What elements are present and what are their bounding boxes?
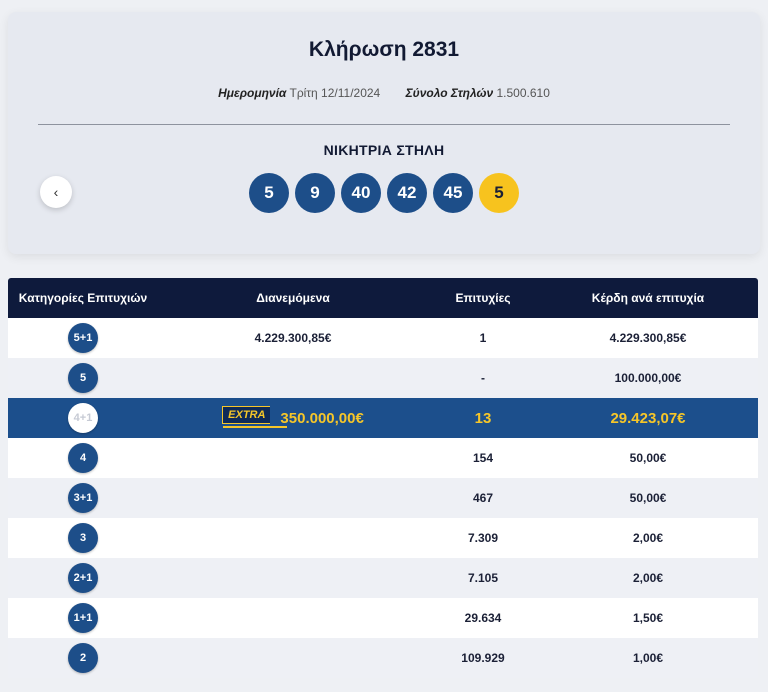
previous-draw-button[interactable]: ‹ (40, 176, 72, 208)
distributed-cell: EXTRA 350.000,00€ (158, 406, 428, 428)
table-row: 3+1 467 50,00€ (8, 478, 758, 518)
winners-cell: 7.309 (467, 531, 499, 545)
category-badge: 2+1 (68, 563, 98, 593)
date-label: Ημερομηνία (218, 86, 287, 100)
prize-cell: 4.229.300,85€ (609, 331, 687, 345)
prize-cell: 50,00€ (629, 451, 667, 465)
date-value: Τρίτη 12/11/2024 (289, 86, 381, 100)
number-ball: 45 (433, 173, 473, 213)
table-row: 1+1 29.634 1,50€ (8, 598, 758, 638)
category-badge: 5+1 (68, 323, 98, 353)
winners-cell: 13 (474, 409, 492, 427)
winners-cell: 29.634 (464, 611, 502, 625)
columns-label: Σύνολο Στηλών (405, 86, 494, 100)
header-categories: Κατηγορίες Επιτυχιών (18, 291, 148, 305)
prize-cell: 29.423,07€ (610, 409, 686, 427)
winners-cell: 7.105 (467, 571, 499, 585)
number-ball: 9 (295, 173, 335, 213)
table-row-highlighted: 4+1 EXTRA 350.000,00€ 13 29.423,07€ (8, 398, 758, 438)
joker-ball: 5 (479, 173, 519, 213)
winning-numbers: 5 9 40 42 45 5 (8, 173, 760, 213)
divider (38, 124, 730, 125)
winners-cell: 1 (479, 331, 487, 345)
distributed-value: 350.000,00€ (280, 409, 364, 427)
number-ball: 42 (387, 173, 427, 213)
columns-value: 1.500.610 (496, 86, 550, 100)
distributed-cell: 4.229.300,85€ (254, 331, 332, 345)
winners-cell: 109.929 (461, 651, 505, 665)
extra-badge: EXTRA (222, 406, 288, 428)
table-row: 5 - 100.000,00€ (8, 358, 758, 398)
prize-cell: 1,00€ (632, 651, 664, 665)
header-distributed: Διανεμόμενα (256, 291, 330, 305)
winning-column-label: ΝΙΚΗΤΡΙΑ ΣΤΗΛΗ (323, 142, 445, 158)
draw-meta: Ημερομηνία Τρίτη 12/11/2024 Σύνολο Στηλώ… (8, 86, 760, 100)
header-winners: Επιτυχίες (455, 291, 511, 305)
prize-cell: 2,00€ (632, 571, 664, 585)
category-badge: 2 (68, 643, 98, 673)
table-row: 5+1 4.229.300,85€ 1 4.229.300,85€ (8, 318, 758, 358)
category-badge: 4 (68, 443, 98, 473)
header-prize: Κέρδη ανά επιτυχία (591, 291, 705, 305)
number-ball: 40 (341, 173, 381, 213)
draw-card: Κλήρωση 2831 Ημερομηνία Τρίτη 12/11/2024… (8, 12, 760, 254)
draw-title: Κλήρωση 2831 (308, 38, 460, 61)
table-row: 3 7.309 2,00€ (8, 518, 758, 558)
category-badge: 3+1 (68, 483, 98, 513)
prize-cell: 1,50€ (632, 611, 664, 625)
prize-cell: 100.000,00€ (614, 371, 682, 385)
number-ball: 5 (249, 173, 289, 213)
category-badge: 3 (68, 523, 98, 553)
results-header: Κατηγορίες Επιτυχιών Διανεμόμενα Επιτυχί… (8, 278, 758, 318)
chevron-left-icon: ‹ (53, 184, 59, 200)
winners-cell: 467 (472, 491, 494, 505)
winners-cell: - (481, 371, 485, 385)
prize-cell: 50,00€ (629, 491, 667, 505)
category-badge: 1+1 (68, 603, 98, 633)
prize-cell: 2,00€ (632, 531, 664, 545)
winners-cell: 154 (472, 451, 494, 465)
table-row: 4 154 50,00€ (8, 438, 758, 478)
category-badge: 5 (68, 363, 98, 393)
table-row: 2 109.929 1,00€ (8, 638, 758, 678)
category-badge: 4+1 (68, 403, 98, 433)
results-table: Κατηγορίες Επιτυχιών Διανεμόμενα Επιτυχί… (8, 278, 758, 678)
table-row: 2+1 7.105 2,00€ (8, 558, 758, 598)
